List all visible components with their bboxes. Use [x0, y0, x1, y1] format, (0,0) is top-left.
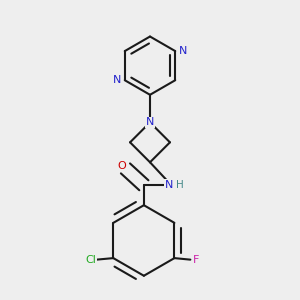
- Text: N: N: [165, 180, 173, 190]
- Text: Cl: Cl: [85, 255, 96, 265]
- Text: H: H: [176, 180, 184, 190]
- Text: N: N: [113, 75, 121, 85]
- Text: O: O: [117, 161, 126, 171]
- Text: F: F: [193, 255, 199, 265]
- Text: N: N: [179, 46, 187, 56]
- Text: N: N: [146, 117, 154, 128]
